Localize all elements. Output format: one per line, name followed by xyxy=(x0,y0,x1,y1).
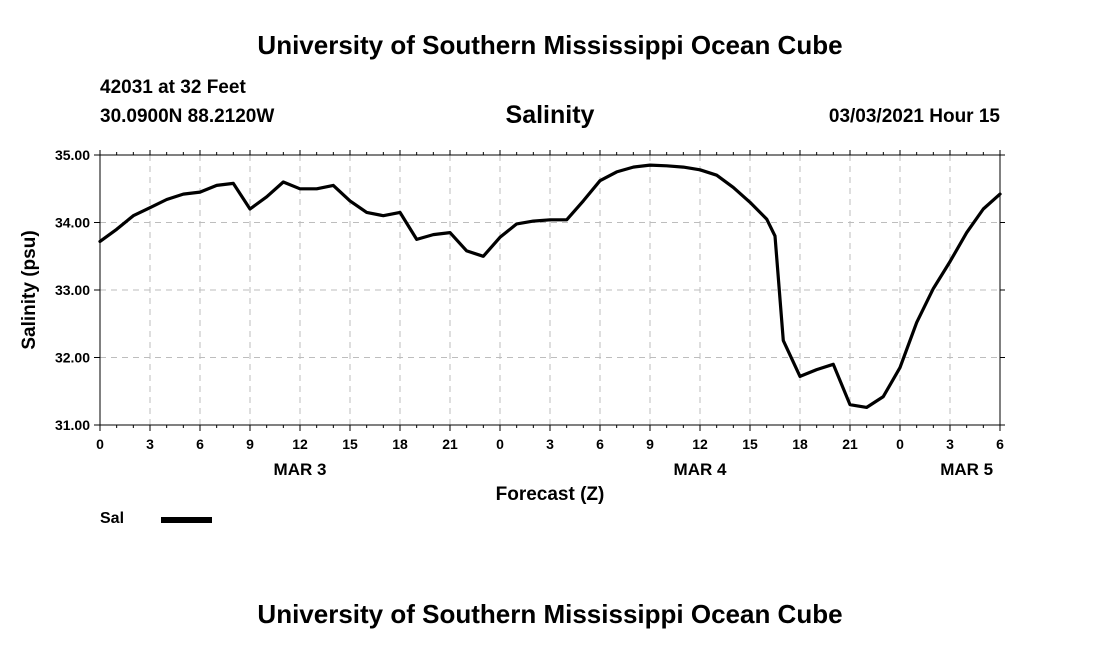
x-tick-label: 18 xyxy=(392,436,408,452)
chart-title: Salinity xyxy=(505,101,595,129)
date-label: MAR 3 xyxy=(274,460,327,479)
x-tick-label: 0 xyxy=(496,436,504,452)
x-tick-label: 15 xyxy=(342,436,358,452)
x-axis-label: Forecast (Z) xyxy=(496,484,605,505)
x-tick-label: 15 xyxy=(742,436,758,452)
x-tick-label: 6 xyxy=(196,436,204,452)
legend-swatch xyxy=(161,517,212,523)
y-tick-label: 34.00 xyxy=(55,215,90,231)
x-tick-label: 9 xyxy=(246,436,254,452)
forecast-date-label: 03/03/2021 Hour 15 xyxy=(828,106,1000,127)
footer-title: University of Southern Mississippi Ocean… xyxy=(257,599,843,629)
legend-label: Sal xyxy=(100,510,125,527)
axis-layer: 0 3 6 9 12 15 18 21 0 3 6 9 12 15 18 21 0 3 6 35.00 34.00 33.… xyxy=(55,147,1005,479)
x-tick-label: 21 xyxy=(442,436,458,452)
x-tick-label: 9 xyxy=(646,436,654,452)
y-tick-label: 35.00 xyxy=(55,147,90,163)
y-axis-label: Salinity (psu) xyxy=(19,230,40,349)
y-tick-label: 32.00 xyxy=(55,350,90,366)
x-tick-label: 12 xyxy=(692,436,708,452)
plot-frame xyxy=(99,154,1001,426)
station-label: 42031 at 32 Feet xyxy=(100,77,246,98)
x-tick-label: 3 xyxy=(946,436,954,452)
x-tick-label: 18 xyxy=(792,436,808,452)
x-tick-label: 6 xyxy=(596,436,604,452)
y-tick-label: 33.00 xyxy=(55,282,90,298)
series-line-sal xyxy=(98,163,1002,409)
x-tick-label: 0 xyxy=(96,436,104,452)
x-tick-label: 3 xyxy=(546,436,554,452)
x-tick-label: 12 xyxy=(292,436,308,452)
grid-layer xyxy=(100,155,1000,425)
x-tick-label: 0 xyxy=(896,436,904,452)
y-tick-label: 31.00 xyxy=(55,417,90,433)
location-label: 30.0900N 88.2120W xyxy=(100,106,275,127)
x-tick-label: 3 xyxy=(146,436,154,452)
series-layer xyxy=(98,163,1002,409)
x-tick-label: 6 xyxy=(996,436,1004,452)
date-label: MAR 5 xyxy=(940,460,993,479)
header-title: University of Southern Mississippi Ocean… xyxy=(257,30,843,60)
date-label: MAR 4 xyxy=(674,460,727,479)
x-tick-label: 21 xyxy=(842,436,858,452)
